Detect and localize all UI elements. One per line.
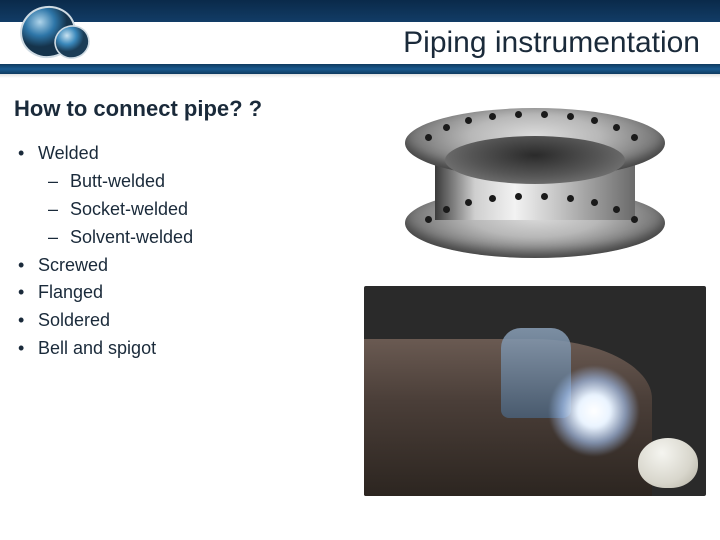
slide-title: Piping instrumentation	[403, 26, 700, 60]
connection-methods-list: Welded Butt-welded Socket-welded Solvent…	[14, 140, 354, 363]
text-column: How to connect pipe? ? Welded Butt-welde…	[14, 96, 354, 496]
list-item-label: Screwed	[38, 255, 108, 275]
header-top-bar	[0, 0, 720, 22]
list-item-label: Solvent-welded	[70, 227, 193, 247]
flange-bolts	[385, 90, 685, 270]
list-item-label: Welded	[38, 143, 99, 163]
list-item-label: Butt-welded	[70, 171, 165, 191]
list-item-label: Flanged	[38, 282, 103, 302]
list-item: Socket-welded	[70, 196, 354, 224]
list-item: Flanged	[38, 279, 354, 307]
flange-image	[364, 80, 706, 280]
list-item: Welded Butt-welded Socket-welded Solvent…	[38, 140, 354, 252]
list-item: Screwed	[38, 252, 354, 280]
welded-sublist: Butt-welded Socket-welded Solvent-welded	[38, 168, 354, 252]
slide-header: Piping instrumentation	[0, 0, 720, 78]
list-item: Solvent-welded	[70, 224, 354, 252]
list-item-label: Bell and spigot	[38, 338, 156, 358]
list-item-label: Socket-welded	[70, 199, 188, 219]
header-accent-bar	[0, 64, 720, 74]
slide-content: How to connect pipe? ? Welded Butt-welde…	[0, 78, 720, 496]
image-column	[364, 80, 706, 496]
list-item: Bell and spigot	[38, 335, 354, 363]
list-item: Butt-welded	[70, 168, 354, 196]
header-title-row: Piping instrumentation	[0, 22, 720, 64]
header-shadow	[0, 74, 720, 78]
list-item-label: Soldered	[38, 310, 110, 330]
welding-image	[364, 286, 706, 496]
section-subtitle: How to connect pipe? ?	[14, 96, 354, 122]
logo-globe-icon	[18, 2, 98, 62]
list-item: Soldered	[38, 307, 354, 335]
